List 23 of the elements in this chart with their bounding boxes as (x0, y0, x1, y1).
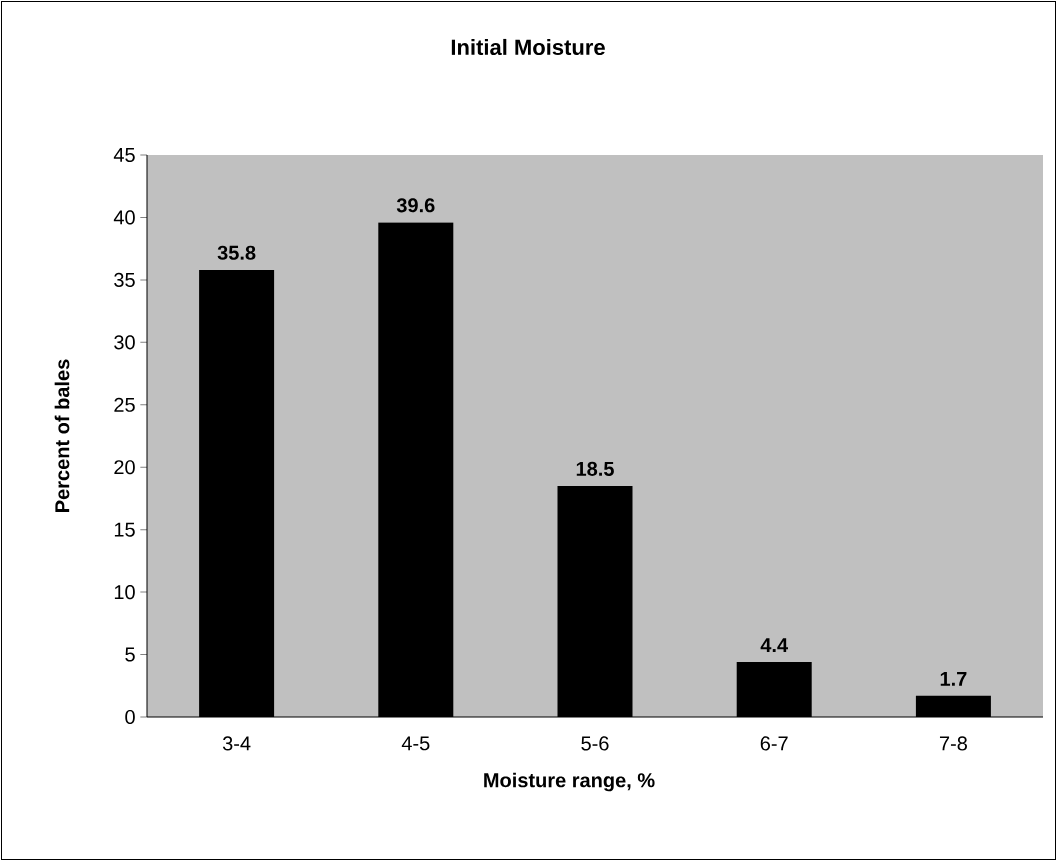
y-tick-label: 35 (114, 272, 135, 287)
y-tick-label: 20 (114, 460, 135, 475)
y-tick-label: 45 (113, 148, 135, 162)
x-tick-label: 6-7 (760, 736, 788, 751)
y-tick-label: 30 (114, 335, 135, 350)
data-label: 35.8 (217, 245, 256, 260)
x-tick-label: 7-8 (939, 736, 967, 751)
x-tick-label: 4-5 (401, 736, 430, 751)
x-tick-label: 3-4 (222, 736, 251, 751)
data-label: 18.5 (576, 461, 614, 476)
y-tick-label: 15 (114, 522, 135, 537)
data-label: 4.4 (760, 638, 788, 652)
x-tick-label: 5-6 (581, 736, 609, 751)
chart-title: Initial Moisture (451, 38, 605, 56)
y-tick-label: 0 (125, 709, 135, 725)
x-axis-title: Moisture range, % (484, 772, 655, 792)
y-tick-label: 25 (114, 397, 135, 412)
y-tick-label: 10 (114, 585, 135, 600)
data-label: 39.6 (396, 198, 435, 213)
data-label: 1.7 (940, 671, 967, 686)
y-tick-label: 40 (113, 210, 135, 225)
y-tick-label: 5 (125, 647, 135, 662)
y-axis-title: Percent of bales (54, 359, 70, 512)
